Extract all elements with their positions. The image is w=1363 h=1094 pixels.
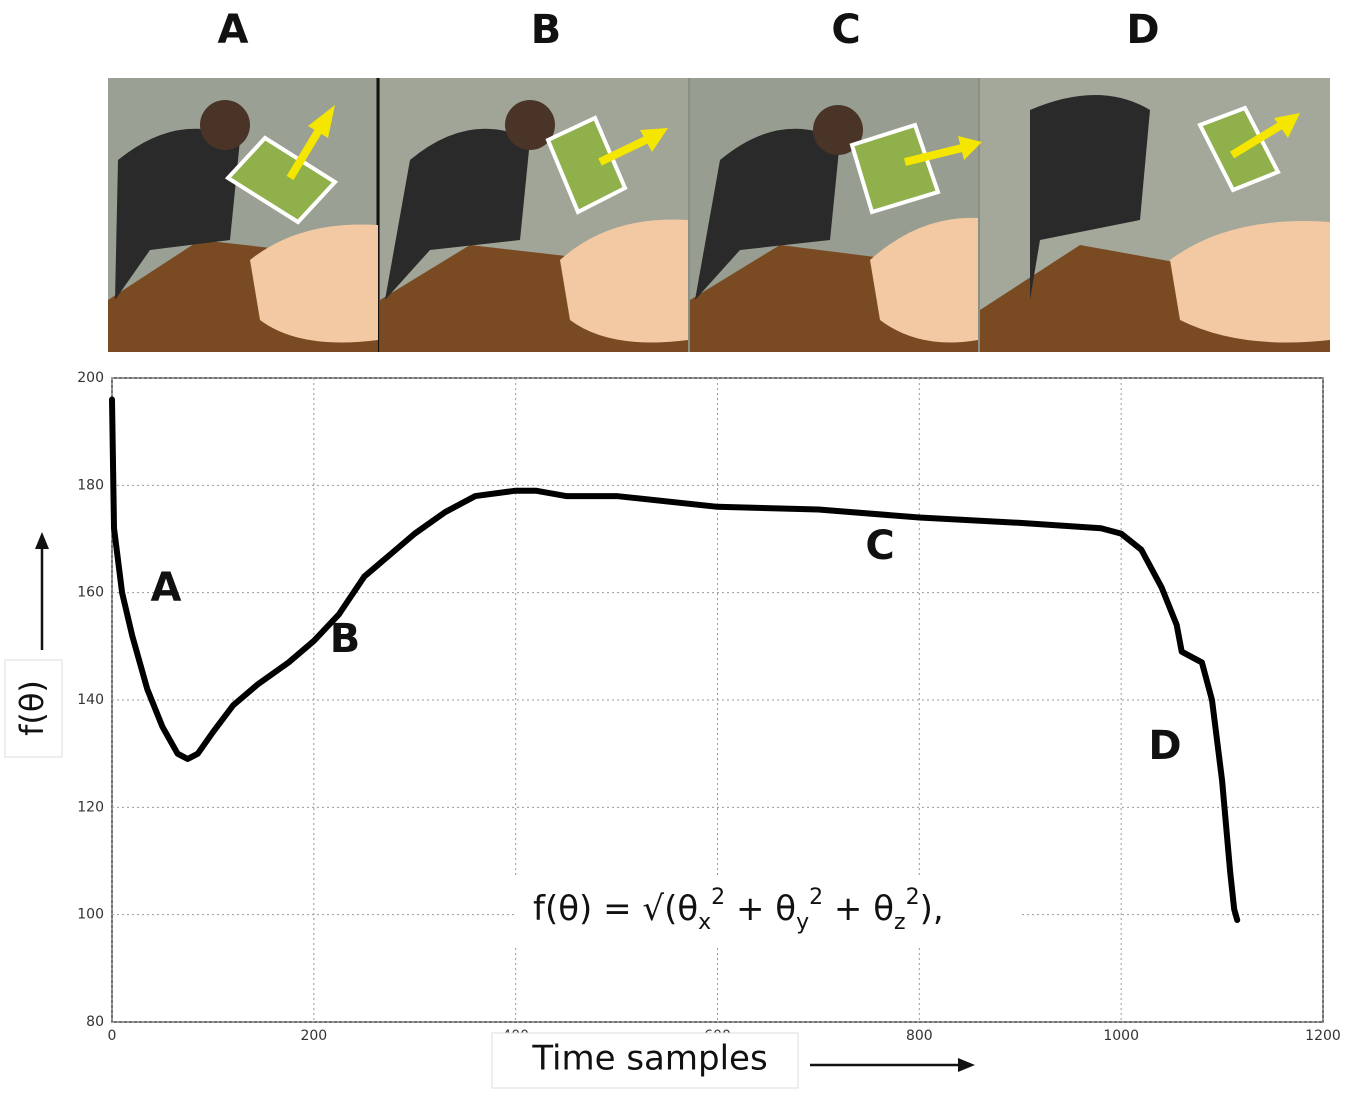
x-tick-label: 1000 xyxy=(1103,1028,1139,1044)
y-tick-label: 160 xyxy=(77,585,104,601)
y-arrow-head xyxy=(35,532,49,549)
formula-part: ), xyxy=(920,889,944,929)
plot: 8010012014016018020002004006008001000120… xyxy=(4,370,1341,1089)
panel-label: A xyxy=(218,7,249,53)
y-tick-label: 80 xyxy=(86,1014,104,1030)
y-tick-label: 180 xyxy=(77,477,104,493)
photo-strip xyxy=(108,78,1330,352)
y-axis-label: f(θ) xyxy=(13,680,51,736)
formula-part: 2 xyxy=(809,885,823,910)
formula-box xyxy=(515,875,1020,945)
data-line xyxy=(109,396,1241,924)
x-arrow-head xyxy=(958,1058,975,1072)
formula-part: y xyxy=(796,910,809,935)
photo-frames xyxy=(108,78,1330,352)
formula-part: f(θ) = √(θ xyxy=(533,889,698,929)
x-label-box xyxy=(491,1032,799,1089)
formula-part: 2 xyxy=(906,885,920,910)
y-label-box xyxy=(4,659,63,758)
x-tick-label: 800 xyxy=(906,1028,933,1044)
panel-label: D xyxy=(1126,7,1159,53)
annotation: A xyxy=(151,565,182,611)
panel-label: B xyxy=(531,7,562,53)
formula-part: + θ xyxy=(725,889,796,929)
x-tick-label: 200 xyxy=(300,1028,327,1044)
x-axis-label: Time samples xyxy=(531,1039,767,1079)
panel-labels: A B C D xyxy=(218,7,1160,53)
formula-part: 2 xyxy=(711,885,725,910)
annotation: B xyxy=(330,616,361,662)
annotation: D xyxy=(1148,723,1181,769)
y-tick-label: 140 xyxy=(77,692,104,708)
formula-part: x xyxy=(698,910,711,935)
y-tick-label: 120 xyxy=(77,799,104,815)
x-tick-label: 1200 xyxy=(1305,1028,1341,1044)
panel-label: C xyxy=(831,7,860,53)
y-tick-label: 100 xyxy=(77,907,104,923)
formula: f(θ) = √(θx2 + θy2 + θz2), xyxy=(533,885,944,935)
formula-part: + θ xyxy=(823,889,894,929)
y-tick-label: 200 xyxy=(77,370,104,386)
formula-part: z xyxy=(894,910,906,935)
x-tick-label: 0 xyxy=(108,1028,117,1044)
annotation: C xyxy=(865,523,894,569)
